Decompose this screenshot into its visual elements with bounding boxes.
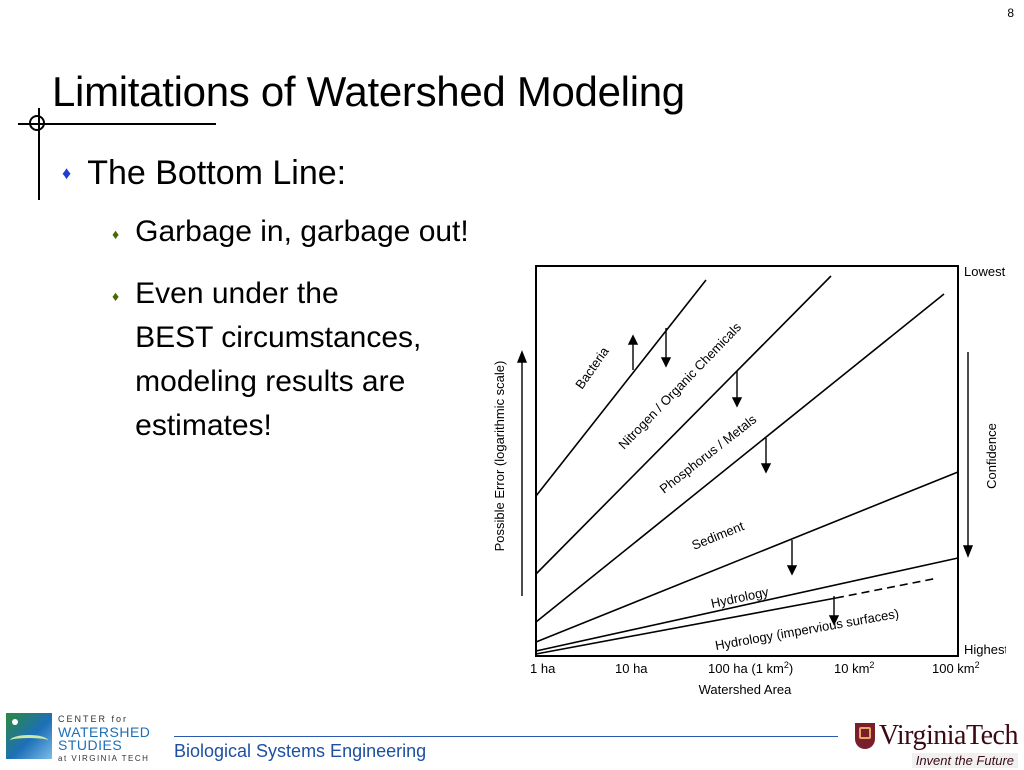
right-bottom-label: Highest: [964, 642, 1006, 657]
footer-department: Biological Systems Engineering: [174, 741, 427, 761]
figure-frame: [535, 265, 959, 657]
title-underline: [18, 123, 216, 125]
logo-line: WATERSHED: [58, 724, 151, 740]
label-hydrology-impervious: Hydrology (impervious surfaces): [714, 606, 900, 653]
bullet-level1-text: The Bottom Line:: [87, 154, 347, 192]
confidence-arrow: [962, 352, 974, 558]
bullet-line: BEST circumstances,: [135, 321, 422, 354]
decor-vertical-line: [38, 108, 40, 200]
x-tick-label: 10 ha: [615, 661, 648, 676]
right-axis-label: Confidence: [984, 423, 999, 489]
vt-shield-icon: [854, 723, 875, 749]
bullet-line: modeling results are: [135, 365, 406, 398]
bullet-level2-estimates: ♦ Even under the BEST circumstances, mod…: [112, 272, 421, 448]
arrow-up-bacteria: [627, 334, 639, 370]
line-hydrology-impervious-dashed: [835, 577, 939, 599]
diamond-bullet-icon: ♦: [112, 288, 120, 304]
vt-tagline: Invent the Future: [911, 753, 1018, 768]
logo-line: STUDIES: [58, 737, 123, 753]
line-bacteria: [535, 279, 707, 497]
arrow-down-hydrology: [786, 540, 798, 576]
logo-line: CENTER for: [58, 714, 129, 724]
diamond-bullet-icon: ♦: [62, 163, 72, 183]
line-hydrology: [535, 557, 959, 652]
arrow-down-phosphorus: [731, 371, 743, 408]
x-tick-label: 100 ha (1 km2): [708, 660, 793, 676]
x-tick-label: 100 km2: [932, 660, 980, 676]
bullet-level2a-text: Garbage in, garbage out!: [135, 215, 469, 248]
footer-divider: [174, 736, 838, 737]
arrow-down-impervious: [828, 596, 840, 626]
line-sediment: [535, 471, 959, 643]
right-top-label: Lowest: [964, 264, 1006, 279]
decor-circle: [29, 115, 45, 131]
arrow-down-nitrogen: [660, 328, 672, 368]
y-axis-label: Possible Error (logarithmic scale): [492, 361, 507, 552]
line-hydrology-impervious: [535, 597, 837, 655]
bullet-level2b-text: Even under the BEST circumstances, model…: [135, 272, 421, 448]
bullet-level2-garbage: ♦ Garbage in, garbage out!: [112, 210, 469, 256]
slide-title: Limitations of Watershed Modeling: [52, 68, 685, 115]
diamond-bullet-icon: ♦: [112, 226, 120, 242]
y-axis-arrow: [516, 350, 528, 596]
label-sediment: Sediment: [690, 518, 747, 553]
x-tick-label: 10 km2: [834, 660, 874, 676]
x-tick-label: 1 ha: [530, 661, 556, 676]
bullet-level1: ♦ The Bottom Line:: [62, 154, 346, 193]
x-axis-label: Watershed Area: [699, 682, 793, 697]
line-nitrogen: [535, 275, 832, 575]
bullet-line: estimates!: [135, 409, 272, 442]
vt-name: VirginiaTech: [878, 720, 1019, 751]
virginia-tech-logo: VirginiaTech Invent the Future: [854, 720, 1019, 770]
arrow-down-sediment: [760, 438, 772, 474]
slide-number: 8: [1007, 6, 1014, 20]
bullet-line: Even under the: [135, 277, 339, 310]
line-phosphorus: [535, 293, 945, 623]
watershed-error-figure: Bacteria Nitrogen / Organic Chemicals Ph…: [492, 264, 1006, 697]
x-tick-labels: 1 ha 10 ha 100 ha (1 km2) 10 km2 100 km2: [530, 660, 980, 676]
label-bacteria: Bacteria: [572, 343, 612, 391]
watershed-center-logo: CENTER for WATERSHED STUDIES at VIRGINIA…: [6, 713, 150, 765]
label-hydrology: Hydrology: [710, 584, 771, 611]
watershed-logo-icon: [6, 713, 52, 759]
logo-line: at VIRGINIA TECH: [58, 754, 150, 763]
